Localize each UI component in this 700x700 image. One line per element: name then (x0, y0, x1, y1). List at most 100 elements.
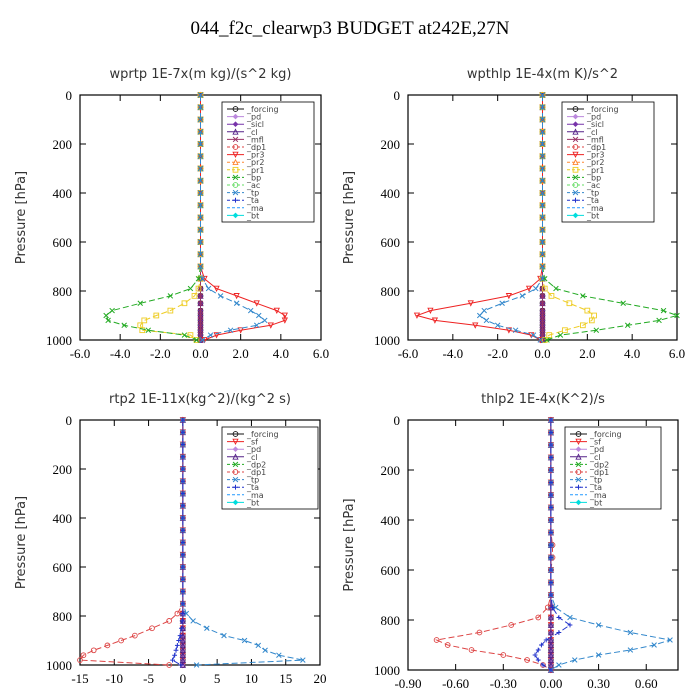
data-point-wpthlp_tp (519, 293, 526, 299)
data-point-thlp2_tp (627, 629, 634, 636)
data-point-thlp2_dp1 (535, 614, 542, 621)
legend-marker-rtp2_dp2 (232, 461, 239, 468)
legend-marker-wprtp_dp1 (232, 144, 239, 150)
legend-marker-wpthlp_bp (572, 174, 579, 181)
x-tick-label-rtp2: 0 (180, 671, 187, 686)
data-point-wprtp_tp (199, 337, 206, 343)
x-tick-label-rtp2: -5 (143, 671, 154, 686)
data-point-wprtp_tp (197, 165, 204, 172)
legend-label-wprtp_pr1: _pr1 (246, 166, 264, 175)
data-point-rtp2_ta (178, 662, 184, 668)
data-point-wprtp_mfl (197, 293, 204, 299)
data-point-wprtp_tp (227, 327, 234, 333)
x-tick-label-rtp2: -15 (71, 671, 88, 686)
data-point-thlp2_tp (595, 652, 602, 658)
data-point-thlp2_ta (548, 430, 554, 435)
series-line-thlp2_dp1 (434, 420, 553, 671)
legend-marker-thlp2_bt (575, 499, 582, 506)
legend-label-rtp2_ta: _ta (246, 483, 259, 492)
data-point-wprtp_bp (195, 275, 202, 282)
x-tick-label-rtp2: 20 (314, 671, 327, 686)
data-point-thlp2_ta (556, 615, 562, 620)
data-point-thlp2_ta (556, 630, 562, 635)
y-tick-label-rtp2: 400 (53, 511, 73, 526)
y-tick-label-wprtp: 1000 (46, 333, 72, 348)
legend-label-wprtp_ta: _ta (246, 196, 259, 205)
data-point-wpthlp_bp (541, 275, 548, 282)
x-tick-label-wpthlp: 0.0 (534, 346, 550, 361)
x-tick-label-wprtp: 0.0 (192, 346, 208, 361)
legend-label-wpthlp_ta: _ta (586, 196, 599, 205)
legend-marker-wpthlp_bt (572, 212, 579, 219)
data-point-rtp2_tp (262, 647, 268, 654)
data-point-rtp2_ta (180, 611, 186, 616)
data-point-thlp2_ta (548, 530, 554, 535)
data-point-wpthlp_pr1 (541, 285, 548, 292)
y-tick-label-wprtp: 0 (66, 88, 73, 103)
legend-marker-thlp2_tp (575, 476, 582, 483)
legend-label-wprtp_bt: _bt (246, 211, 259, 220)
data-point-wpthlp_pr3 (505, 327, 513, 334)
legend-marker-wpthlp_cl (572, 128, 579, 135)
data-point-wprtp_pr3 (267, 322, 274, 329)
data-point-rtp2_dp1 (166, 618, 172, 624)
data-point-wpthlp_tp (539, 153, 546, 160)
legend-marker-wprtp_cl (232, 128, 239, 135)
legend-label-wprtp_pd: _pd (246, 113, 261, 122)
legend-label-wprtp_pr3: _pr3 (246, 151, 264, 160)
data-point-thlp2_ta (548, 542, 554, 548)
data-point-wprtp_tp (197, 116, 204, 123)
data-point-wpthlp_mfl (539, 300, 546, 307)
data-point-thlp2_ta (548, 517, 554, 523)
legend-label-thlp2_cl: _cl (589, 453, 601, 462)
legend-label-wprtp_forcing: _forcing (246, 105, 279, 114)
data-point-wpthlp_bp (620, 300, 626, 307)
data-point-rtp2_ta (177, 633, 183, 638)
legend-marker-rtp2_sf (232, 438, 239, 446)
legend-marker-wprtp_ta (233, 197, 238, 203)
data-point-thlp2_dp1 (508, 622, 515, 628)
x-tick-label-wpthlp: 6.0 (669, 346, 685, 361)
data-point-wpthlp_tp (481, 307, 487, 314)
legend-label-rtp2_bt: _bt (246, 498, 259, 507)
data-point-thlp2_ta (548, 417, 554, 423)
data-point-wprtp_mfl (197, 327, 204, 333)
data-point-rtp2_tp (276, 652, 282, 658)
y-tick-label-wpthlp: 800 (381, 284, 401, 299)
data-point-wprtp_pr3 (213, 285, 220, 292)
y-tick-label-thlp2: 600 (381, 563, 401, 578)
data-point-wpthlp_pr3 (431, 317, 439, 324)
data-point-rtp2_dp1 (166, 662, 172, 668)
legend-marker-rtp2_tp (232, 476, 239, 483)
data-point-thlp2_ta (550, 605, 555, 610)
data-point-rtp2_ta (180, 564, 186, 570)
data-point-thlp2_dp1 (524, 657, 530, 663)
data-point-wpthlp_bp (580, 293, 586, 299)
data-point-rtp2_dp1 (174, 610, 181, 617)
legend-marker-wpthlp_mfl (572, 136, 579, 143)
legend-label-thlp2_dp1: _dp1 (589, 468, 609, 477)
data-point-rtp2_ta (180, 429, 186, 435)
legend-label-wpthlp_pd: _pd (586, 113, 601, 122)
data-point-wpthlp_tp (537, 337, 544, 343)
legend-label-wpthlp_bp: _bp (586, 173, 601, 182)
data-point-wprtp_pr3 (273, 307, 280, 315)
series-line-wprtp_bp (105, 95, 201, 341)
data-point-wpthlp_mfl (539, 327, 546, 333)
x-tick-label-wprtp: 2.0 (233, 346, 249, 361)
legend-box-wprtp (221, 101, 315, 223)
data-point-rtp2_dp1 (118, 637, 124, 644)
data-point-thlp2_ta (548, 492, 554, 498)
data-point-wpthlp_pr3 (525, 285, 533, 292)
data-point-wpthlp_tp (539, 239, 546, 245)
data-point-wpthlp_bp (544, 337, 550, 343)
legend-marker-wprtp_bt (232, 212, 239, 219)
data-point-rtp2_ta (180, 442, 186, 447)
data-point-wpthlp_pr3 (537, 337, 544, 344)
legend-marker-wprtp_mfl (232, 136, 239, 143)
data-point-rtp2_ta (180, 540, 186, 545)
data-point-wprtp_mfl (197, 312, 204, 319)
data-point-thlp2_tp (567, 614, 573, 621)
data-point-wpthlp_pr3 (427, 307, 434, 315)
